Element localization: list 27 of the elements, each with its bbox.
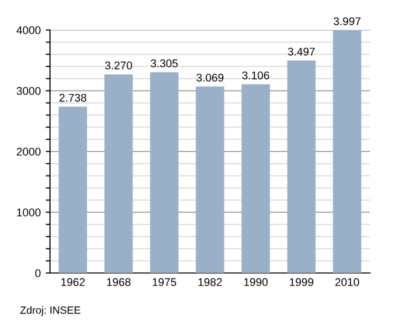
data-label: 3.069 (196, 74, 224, 82)
data-label: 3.106 (242, 71, 270, 80)
x-tick-label: 1982 (198, 278, 222, 286)
bar (104, 74, 133, 273)
data-label: 3.497 (288, 48, 315, 56)
x-tick-label: 1962 (61, 278, 85, 286)
data-label: 3.270 (105, 62, 132, 70)
x-tick-label: 2010 (335, 278, 360, 286)
bar (196, 86, 224, 273)
bar (287, 60, 316, 273)
y-tick-label: 1000 (17, 208, 41, 216)
data-label: 3.997 (334, 17, 360, 26)
y-tick-label: 2000 (16, 148, 41, 156)
data-label: 2.738 (60, 94, 86, 102)
bar (242, 84, 270, 273)
y-tick-label: 3000 (16, 87, 41, 95)
bar (332, 30, 362, 273)
data-label: 3.305 (150, 59, 178, 68)
y-tick-label: 4000 (16, 26, 41, 34)
x-tick-label: 1975 (152, 278, 176, 286)
x-tick-label: 1968 (107, 278, 130, 286)
bar (150, 72, 178, 273)
x-tick-label: 1990 (244, 278, 268, 286)
y-tick-label: 0 (35, 269, 41, 278)
x-tick-label: 1999 (290, 278, 314, 286)
bar (58, 106, 88, 273)
text: Zdroj: INSEE (20, 306, 80, 316)
